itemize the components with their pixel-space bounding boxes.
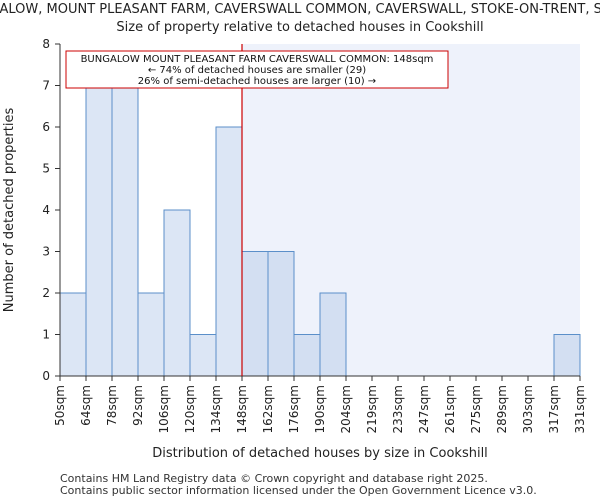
- bar-78sqm: [111, 85, 139, 377]
- bar-92sqm: [137, 292, 165, 377]
- annotation-frame: [65, 50, 449, 89]
- bar-120sqm: [189, 334, 217, 377]
- x-axis-ticks: 50sqm 64sqm 78sqm 92sqm 106sqm 120sqm 134sqm 14…: [53, 376, 587, 433]
- bar-176sqm: [293, 334, 321, 377]
- x-tick-label: 247sqm: [417, 385, 431, 433]
- y-axis-ticks: 0 1 2 3 4 5 6 7 8: [42, 37, 60, 383]
- bars-group: [59, 85, 581, 377]
- bar-190sqm: [319, 292, 347, 377]
- y-tick-label: 5: [42, 162, 50, 176]
- x-tick-label: 148sqm: [235, 385, 249, 433]
- y-tick-label: 8: [42, 37, 50, 51]
- x-tick-label: 176sqm: [287, 385, 301, 433]
- x-tick-label: 92sqm: [131, 385, 145, 426]
- footer-licence: Contains public sector information licen…: [60, 484, 537, 497]
- x-axis-label: Distribution of detached houses by size …: [152, 446, 488, 461]
- x-tick-label: 64sqm: [79, 385, 93, 426]
- bar-148sqm: [241, 251, 269, 377]
- annotation-line-2: ← 74% of detached houses are smaller (29…: [148, 65, 366, 76]
- x-tick-label: 289sqm: [495, 385, 509, 433]
- bar-50sqm: [59, 292, 87, 377]
- annotation-line-3: 26% of semi-detached houses are larger (…: [138, 76, 376, 87]
- x-tick-label: 106sqm: [157, 385, 171, 433]
- bar-317sqm: [553, 334, 581, 377]
- y-tick-label: 1: [42, 328, 50, 342]
- x-tick-label: 331sqm: [573, 385, 587, 433]
- x-tick-label: 219sqm: [365, 385, 379, 433]
- x-tick-label: 134sqm: [209, 385, 223, 433]
- x-tick-label: 162sqm: [261, 385, 275, 433]
- x-tick-label: 261sqm: [443, 385, 457, 433]
- y-tick-label: 2: [42, 286, 50, 300]
- y-axis-label: Number of detached properties: [2, 108, 17, 313]
- x-tick-label: 78sqm: [105, 385, 119, 426]
- x-tick-label: 275sqm: [469, 385, 483, 433]
- bar-134sqm: [215, 126, 243, 377]
- annotation-box: BUNGALOW MOUNT PLEASANT FARM CAVERSWALL …: [65, 50, 449, 89]
- y-tick-label: 7: [42, 79, 50, 93]
- footer-copyright: Contains HM Land Registry data © Crown c…: [60, 472, 488, 485]
- y-tick-label: 6: [42, 120, 50, 134]
- shaded-region: [242, 44, 580, 376]
- y-tick-label: 4: [42, 203, 50, 217]
- x-tick-label: 120sqm: [183, 385, 197, 433]
- bar-162sqm: [267, 251, 295, 377]
- bar-64sqm: [85, 85, 113, 377]
- x-tick-label: 204sqm: [339, 385, 353, 433]
- y-tick-label: 0: [42, 369, 50, 383]
- x-tick-label: 317sqm: [547, 385, 561, 433]
- x-tick-label: 50sqm: [53, 385, 67, 426]
- y-tick-label: 3: [42, 245, 50, 259]
- x-tick-label: 303sqm: [521, 385, 535, 433]
- bar-106sqm: [163, 209, 191, 377]
- annotation-line-1: BUNGALOW MOUNT PLEASANT FARM CAVERSWALL …: [81, 54, 434, 65]
- chart-title: BUNGALOW, MOUNT PLEASANT FARM, CAVERSWAL…: [0, 2, 600, 17]
- chart-subtitle: Size of property relative to detached ho…: [116, 20, 483, 35]
- x-tick-label: 190sqm: [313, 385, 327, 433]
- x-tick-label: 233sqm: [391, 385, 405, 433]
